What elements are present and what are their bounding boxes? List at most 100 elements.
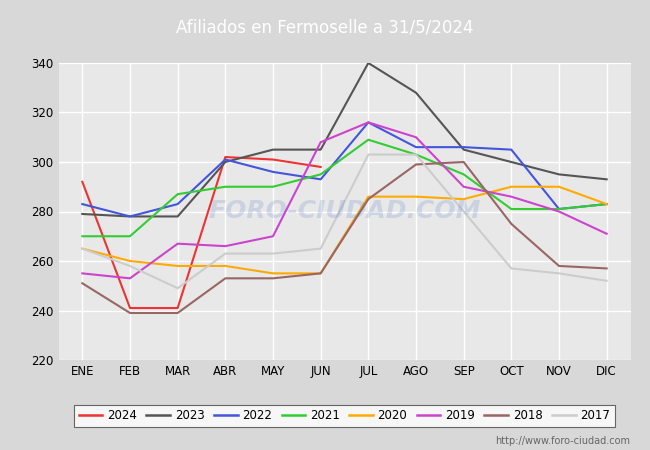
2024 [317, 164, 324, 170]
2021 [412, 152, 420, 157]
2020 [365, 194, 372, 199]
2020 [222, 263, 229, 269]
2017 [126, 263, 134, 269]
2019 [412, 135, 420, 140]
2019 [555, 209, 563, 214]
2022 [126, 214, 134, 219]
2021 [555, 206, 563, 211]
2023 [317, 147, 324, 152]
2018 [269, 275, 277, 281]
2019 [174, 241, 181, 246]
2018 [412, 162, 420, 167]
2021 [126, 234, 134, 239]
2024 [174, 305, 181, 310]
2019 [126, 275, 134, 281]
2020 [317, 270, 324, 276]
2018 [508, 221, 515, 227]
2018 [460, 159, 467, 165]
2022 [365, 120, 372, 125]
2023 [126, 214, 134, 219]
2017 [412, 152, 420, 157]
2017 [365, 152, 372, 157]
2021 [269, 184, 277, 189]
Line: 2022: 2022 [83, 122, 606, 216]
2022 [269, 169, 277, 175]
2018 [222, 275, 229, 281]
2019 [365, 120, 372, 125]
2022 [412, 144, 420, 150]
2017 [269, 251, 277, 256]
2019 [222, 243, 229, 249]
2023 [222, 159, 229, 165]
Legend: 2024, 2023, 2022, 2021, 2020, 2019, 2018, 2017: 2024, 2023, 2022, 2021, 2020, 2019, 2018… [74, 405, 615, 427]
Line: 2020: 2020 [83, 187, 606, 273]
Line: 2018: 2018 [83, 162, 606, 313]
2020 [555, 184, 563, 189]
2023 [269, 147, 277, 152]
2018 [555, 263, 563, 269]
2020 [174, 263, 181, 269]
Text: FORO-CIUDAD.COM: FORO-CIUDAD.COM [208, 199, 481, 224]
2022 [174, 201, 181, 207]
2021 [79, 234, 86, 239]
2024 [269, 157, 277, 162]
2018 [126, 310, 134, 316]
2020 [603, 201, 610, 207]
2021 [508, 206, 515, 211]
2018 [365, 196, 372, 202]
2022 [460, 144, 467, 150]
2022 [222, 157, 229, 162]
2023 [412, 90, 420, 95]
Line: 2019: 2019 [83, 122, 606, 278]
2021 [365, 137, 372, 142]
2017 [508, 266, 515, 271]
2024 [222, 154, 229, 160]
2017 [79, 246, 86, 251]
2019 [460, 184, 467, 189]
2020 [269, 270, 277, 276]
2017 [174, 286, 181, 291]
2022 [508, 147, 515, 152]
Line: 2024: 2024 [83, 157, 320, 308]
Line: 2021: 2021 [83, 140, 606, 236]
2024 [79, 179, 86, 184]
2023 [365, 60, 372, 66]
2017 [222, 251, 229, 256]
2022 [317, 176, 324, 182]
2017 [555, 270, 563, 276]
2021 [460, 171, 467, 177]
Text: Afiliados en Fermoselle a 31/5/2024: Afiliados en Fermoselle a 31/5/2024 [176, 18, 474, 36]
2023 [555, 171, 563, 177]
2023 [508, 159, 515, 165]
2019 [269, 234, 277, 239]
2019 [317, 140, 324, 145]
2020 [79, 246, 86, 251]
2017 [603, 278, 610, 284]
2023 [460, 147, 467, 152]
2024 [126, 305, 134, 310]
2021 [317, 171, 324, 177]
2022 [555, 206, 563, 211]
2018 [317, 270, 324, 276]
2018 [603, 266, 610, 271]
2017 [317, 246, 324, 251]
2020 [460, 196, 467, 202]
Line: 2017: 2017 [83, 154, 606, 288]
2022 [79, 201, 86, 207]
2021 [603, 201, 610, 207]
2019 [508, 194, 515, 199]
Text: http://www.foro-ciudad.com: http://www.foro-ciudad.com [495, 436, 630, 446]
2020 [126, 258, 134, 264]
2023 [603, 176, 610, 182]
2022 [603, 201, 610, 207]
Line: 2023: 2023 [83, 63, 606, 216]
2021 [222, 184, 229, 189]
2021 [174, 191, 181, 197]
2018 [79, 281, 86, 286]
2020 [412, 194, 420, 199]
2018 [174, 310, 181, 316]
2023 [174, 214, 181, 219]
2019 [79, 270, 86, 276]
2019 [603, 231, 610, 237]
2023 [79, 211, 86, 216]
